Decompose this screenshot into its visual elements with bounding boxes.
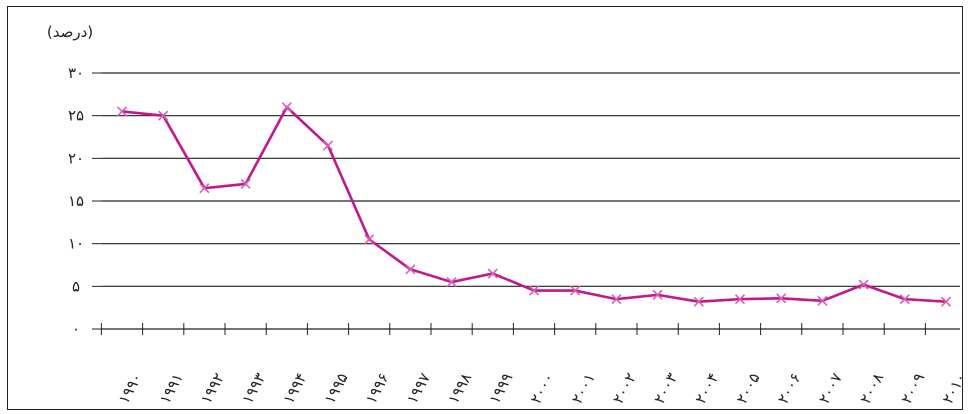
- data-point-marker: [693, 296, 704, 307]
- x-tick-label: ۲۰۰۴: [691, 370, 722, 407]
- data-point-marker: [899, 294, 910, 305]
- series-line: [121, 105, 947, 303]
- data-point-marker: [281, 102, 292, 113]
- x-tick-label: ۲۰۰۰: [527, 370, 558, 407]
- data-point-marker: [158, 110, 169, 121]
- x-tick-label: ۲۰۰۵: [733, 370, 764, 407]
- data-point-marker: [652, 289, 663, 300]
- data-point-marker: [940, 296, 952, 307]
- x-tick-label: ۱۹۹۲: [197, 370, 228, 407]
- x-tick-label: ۱۹۹۴: [279, 370, 310, 407]
- chart-frame: ۰ ۵ ۱۰ ۱۵ ۲۰ ۲۵ ۳۰ ۱۹۹۰ ۱۹۹۱ ۱۹۹۲ ۱۹۹۳ ۱۹۹۴ ۱۹۹۵ ۱۹۹۶…: [7, 6, 964, 410]
- x-tick-label: ۱۹۹۱: [156, 370, 187, 407]
- data-point-marker: [116, 106, 128, 117]
- x-tick-label: ۱۹۹۰: [115, 370, 146, 407]
- x-tick-label: ۲۰۰۳: [650, 370, 681, 407]
- data-point-marker: [364, 234, 375, 245]
- data-point-marker: [487, 268, 498, 279]
- y-tick-label: ۱۰: [68, 235, 84, 253]
- x-tick-label: ۱۹۹۳: [238, 370, 269, 407]
- x-tick-label: ۱۹۹۷: [403, 370, 434, 407]
- y-tick-label: ۵: [72, 277, 80, 295]
- x-tick-label: ۲۰۰۱: [568, 370, 599, 407]
- axes: [92, 72, 960, 335]
- y-tick-label: ۲۰: [68, 149, 84, 167]
- data-point-marker: [199, 183, 210, 194]
- x-tick-label: ۲۰۰۷: [815, 370, 846, 407]
- gridlines: [102, 72, 960, 287]
- data-point-marker: [446, 277, 457, 288]
- data-point-marker: [817, 295, 828, 306]
- data-point-marker: [405, 264, 416, 275]
- y-tick-label: ۲۵: [68, 107, 84, 125]
- x-tick-label: ۲۰۰۶: [774, 370, 805, 407]
- y-tick-label: ۳۰: [68, 64, 84, 82]
- data-point-marker: [776, 293, 787, 304]
- series: [116, 102, 952, 307]
- x-tick-label: ۲۰۰۹: [897, 370, 928, 407]
- data-point-marker: [611, 294, 622, 305]
- data-point-marker: [734, 294, 746, 305]
- y-tick-label: ۱۵: [68, 192, 84, 210]
- x-tick-label: ۲۰۰۸: [856, 370, 887, 407]
- x-tick-label: ۲۰۰۲: [609, 370, 640, 407]
- x-tick-label: ۱۹۹۵: [321, 370, 352, 407]
- data-point-marker: [240, 178, 251, 189]
- data-point-marker: [858, 279, 869, 290]
- y-tick-label: ۰: [72, 320, 80, 338]
- x-tick-label: ۱۹۹۸: [444, 370, 475, 407]
- y-unit-label: (درصد): [47, 23, 93, 41]
- x-tick-label: ۲۰۱۰: [939, 370, 964, 407]
- x-tick-label: ۱۹۹۶: [362, 370, 393, 407]
- line-chart: ۰ ۵ ۱۰ ۱۵ ۲۰ ۲۵ ۳۰ ۱۹۹۰ ۱۹۹۱ ۱۹۹۲ ۱۹۹۳ ۱۹۹۴ ۱۹۹۵ ۱۹۹۶…: [47, 23, 964, 407]
- data-point-marker: [528, 285, 540, 296]
- data-point-marker: [570, 285, 581, 296]
- x-tick-label: ۱۹۹۹: [485, 370, 516, 407]
- data-point-marker: [322, 140, 334, 151]
